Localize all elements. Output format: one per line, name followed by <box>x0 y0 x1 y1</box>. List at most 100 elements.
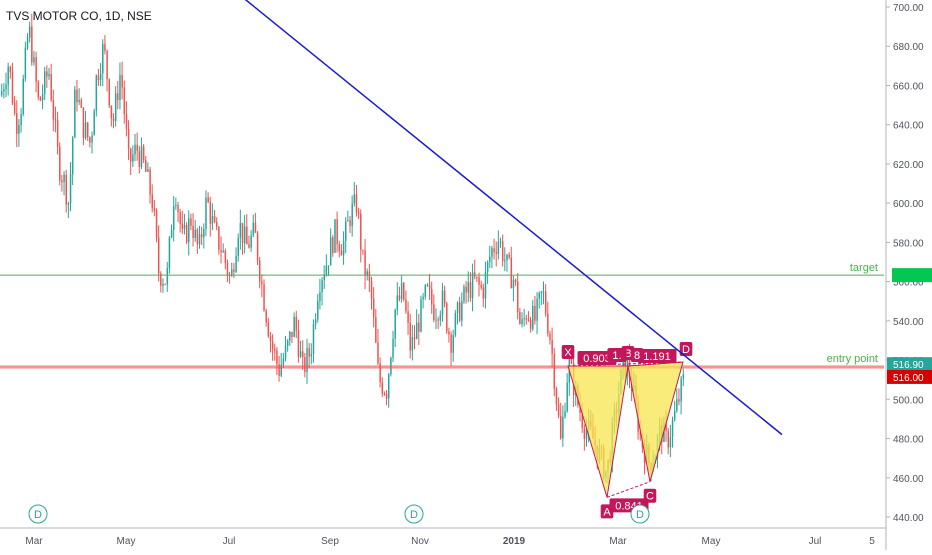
candle-body <box>512 279 515 289</box>
candle-body <box>155 210 158 238</box>
price-axis[interactable]: 440.00460.00480.00500.00520.00540.00560.… <box>885 0 932 550</box>
candle-body <box>446 303 448 332</box>
candle-body <box>63 174 65 183</box>
pattern-triangle <box>627 361 684 482</box>
candle-body <box>31 26 33 63</box>
candle-body <box>145 160 147 172</box>
candle-body <box>368 271 371 281</box>
candle-body <box>551 339 553 354</box>
candle-body <box>321 280 323 293</box>
candle-body <box>538 292 540 299</box>
candle-body <box>484 272 487 299</box>
time-tick-label: Jul <box>809 536 822 547</box>
candle-body <box>222 250 224 253</box>
candle-body <box>13 102 16 114</box>
candle-body <box>585 430 588 439</box>
candle-body <box>486 262 489 273</box>
price-tick-label: 580.00 <box>893 238 924 249</box>
candle-body <box>424 285 427 297</box>
candle-body <box>269 336 272 342</box>
pattern-ratio-label: 0.903 <box>583 353 611 365</box>
candle-body <box>20 113 22 126</box>
candle-body <box>525 318 528 320</box>
dividend-marker[interactable] <box>404 504 424 524</box>
price-tick-label: 680.00 <box>893 42 924 53</box>
candle-body <box>54 119 57 121</box>
candle-body <box>469 282 472 298</box>
candle-body <box>504 260 506 262</box>
candle-body <box>61 180 63 183</box>
candle-body <box>336 219 338 245</box>
candle-body <box>480 284 482 288</box>
pattern-ratio-label-bg <box>577 350 617 365</box>
candle-body <box>426 284 429 286</box>
candle-body <box>364 250 366 276</box>
dividend-marker[interactable] <box>28 504 48 524</box>
candle-body <box>140 146 143 167</box>
trendline[interactable] <box>182 0 783 436</box>
candle-body <box>271 341 274 349</box>
candle-body <box>499 241 502 243</box>
candle-body <box>682 374 685 379</box>
candle-body <box>37 81 40 98</box>
candle-body <box>506 254 508 261</box>
candle-body <box>166 268 169 285</box>
candle-body <box>547 313 549 334</box>
candle-body <box>102 43 104 74</box>
horizontal-line-label: entry point <box>827 353 878 365</box>
candle-body <box>639 432 642 435</box>
candle-body <box>177 204 179 213</box>
candle-body <box>302 351 304 358</box>
candle-body <box>299 351 302 357</box>
dividend-marker[interactable] <box>630 504 650 524</box>
candle-body <box>106 50 108 80</box>
candle-body <box>345 221 347 242</box>
candle-body <box>497 241 500 254</box>
candle-body <box>312 324 315 355</box>
candle-body <box>87 122 89 138</box>
candle-body <box>433 304 435 321</box>
candle-body <box>282 358 285 365</box>
candle-body <box>9 66 12 72</box>
candle-body <box>263 284 265 311</box>
candle-body <box>142 146 145 161</box>
candle-body <box>413 337 416 340</box>
candle-body <box>673 410 676 420</box>
candle-body <box>196 229 199 245</box>
candle-body <box>418 322 420 332</box>
candle-body <box>534 305 536 321</box>
candle-body <box>676 399 678 411</box>
candle-body <box>295 316 298 331</box>
candle-body <box>544 291 547 314</box>
candle-body <box>280 364 282 376</box>
price-tick-label: 600.00 <box>893 199 924 210</box>
candle-body <box>35 57 37 82</box>
candle-body <box>188 218 190 243</box>
candle-body <box>319 292 321 302</box>
candle-body <box>147 169 149 172</box>
candle-body <box>529 319 532 329</box>
candle-body <box>24 47 27 79</box>
candle-body <box>265 310 267 323</box>
candle-body <box>562 416 564 439</box>
candle-body <box>325 265 328 276</box>
candle-body <box>437 319 439 321</box>
candle-body <box>293 316 295 337</box>
candle-body <box>175 204 177 207</box>
pattern-ratio-label: 8 <box>634 350 640 362</box>
candle-body <box>74 89 76 138</box>
time-axis[interactable]: Mar May Jul Sep Nov 2019 Mar May Jul 5 <box>0 527 886 547</box>
candle-body <box>78 100 80 102</box>
time-tick-label: Sep <box>321 536 339 547</box>
candle-body <box>443 290 446 304</box>
candle-body <box>95 75 98 111</box>
candle-body <box>11 71 14 103</box>
candle-body <box>239 222 242 238</box>
trendline-group[interactable] <box>182 0 783 436</box>
candle-body <box>405 299 407 312</box>
candle-body <box>5 84 7 90</box>
candle-body <box>194 229 196 238</box>
candle-body <box>179 212 181 224</box>
